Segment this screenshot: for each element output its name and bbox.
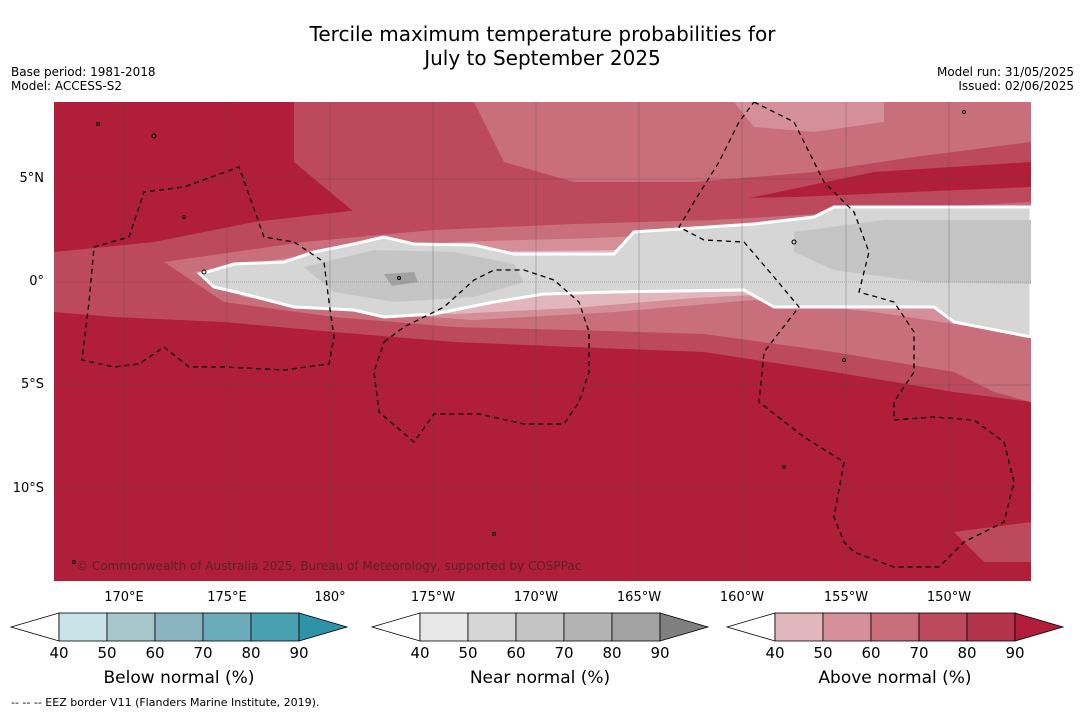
lon-label-175e: 175°E [207,590,247,605]
meta-right: Model run: 31/05/2025 Issued: 02/06/2025 [937,65,1074,93]
lon-label-170e: 170°E [104,590,144,605]
lon-label-180: 180° [314,590,346,605]
colorbar-above-tick: 80 [957,644,977,662]
patch-above-50-north [734,102,884,132]
lon-label-165w: 165°W [616,590,662,605]
colorbar-above-tick: 90 [1005,644,1025,662]
lon-label-155w: 155°W [823,590,869,605]
colorbar-near-segment [515,612,565,642]
colorbar-above-low-extend [725,612,776,642]
lat-label-0: 0° [29,274,44,289]
meta-left: Base period: 1981-2018 Model: ACCESS-S2 [11,65,156,93]
colorbar-near-tick: 80 [602,644,622,662]
colorbar-above-segment [918,612,968,642]
colorbar-below-segment [154,612,204,642]
colorbar-below-segment [106,612,156,642]
colorbar-below-tick: 80 [241,644,261,662]
colorbar-below-tick: 70 [193,644,213,662]
base-period: Base period: 1981-2018 [11,65,156,79]
eez-borders [81,102,1015,568]
colorbar-below-tick: 50 [97,644,117,662]
colorbar-below-tick: 60 [145,644,165,662]
colorbar-near-tick: 40 [410,644,430,662]
probability-map [54,102,1031,581]
colorbar-below-segment [58,612,108,642]
colorbar-below-low-extend [9,612,60,642]
near-normal-50-east [794,220,1031,284]
graticule [54,102,1031,581]
colorbar-near-tick: 90 [650,644,670,662]
map-title: Tercile maximum temperature probabilitie… [0,22,1085,70]
colorbar-near-tick: 70 [554,644,574,662]
colorbar-near-segment [563,612,613,642]
title-line-2: July to September 2025 [424,46,661,70]
lon-label-170w: 170°W [513,590,559,605]
colorbar-above-segment [774,612,824,642]
model-run: Model run: 31/05/2025 [936,65,1074,79]
title-line-1: Tercile maximum temperature probabilitie… [309,22,776,46]
colorbar-above-tick: 70 [909,644,929,662]
colorbar-near-tick: 50 [458,644,478,662]
colorbar-near-segment [611,612,661,642]
colorbars [9,612,1065,642]
model-name: Model: ACCESS-S2 [11,79,123,93]
colorbar-near [370,612,710,642]
colorbar-near-low-extend [370,612,421,642]
colorbar-near-segment [419,612,469,642]
colorbar-above-segment [870,612,920,642]
colorbar-below-segment [202,612,252,642]
band-above-60-north [474,102,1031,182]
patch-above-60-south [934,332,1031,402]
lat-label-10s: 10°S [12,481,44,496]
colorbar-above-high-extend [1014,612,1065,642]
colorbar-above-tick: 60 [861,644,881,662]
patch-above-70-south [954,522,1031,562]
near-normal-60-patch [384,272,418,286]
lon-label-150w: 150°W [926,590,972,605]
colorbar-above-segment [966,612,1016,642]
lat-label-5s: 5°S [20,377,44,392]
islands [72,110,966,564]
lon-label-160w: 160°W [719,590,765,605]
colorbar-near-segment [467,612,517,642]
colorbar-near-title: Near normal (%) [469,668,611,688]
colorbar-above [725,612,1065,642]
colorbar-below-high-extend [298,612,349,642]
map-svg [54,102,1031,581]
colorbar-below-tick: 40 [49,644,69,662]
colorbar-below-tick: 90 [289,644,309,662]
colorbar-near-high-extend [659,612,710,642]
lat-label-5n: 5°N [19,171,45,186]
colorbar-above-tick: 40 [765,644,785,662]
colorbar-above-title: Above normal (%) [818,668,972,688]
colorbar-above-segment [822,612,872,642]
colorbar-below-title: Below normal (%) [103,668,255,688]
copyright-notice: © Commonwealth of Australia 2025, Bureau… [76,559,582,573]
colorbar-above-tick: 50 [813,644,833,662]
colorbar-below [9,612,349,642]
lon-label-175w: 175°W [410,590,456,605]
colorbar-below-segment [250,612,300,642]
issued-date: Issued: 02/06/2025 [958,79,1074,93]
colorbar-near-tick: 60 [506,644,526,662]
eez-footnote: -- -- -- EEZ border V11 (Flanders Marine… [11,696,320,709]
